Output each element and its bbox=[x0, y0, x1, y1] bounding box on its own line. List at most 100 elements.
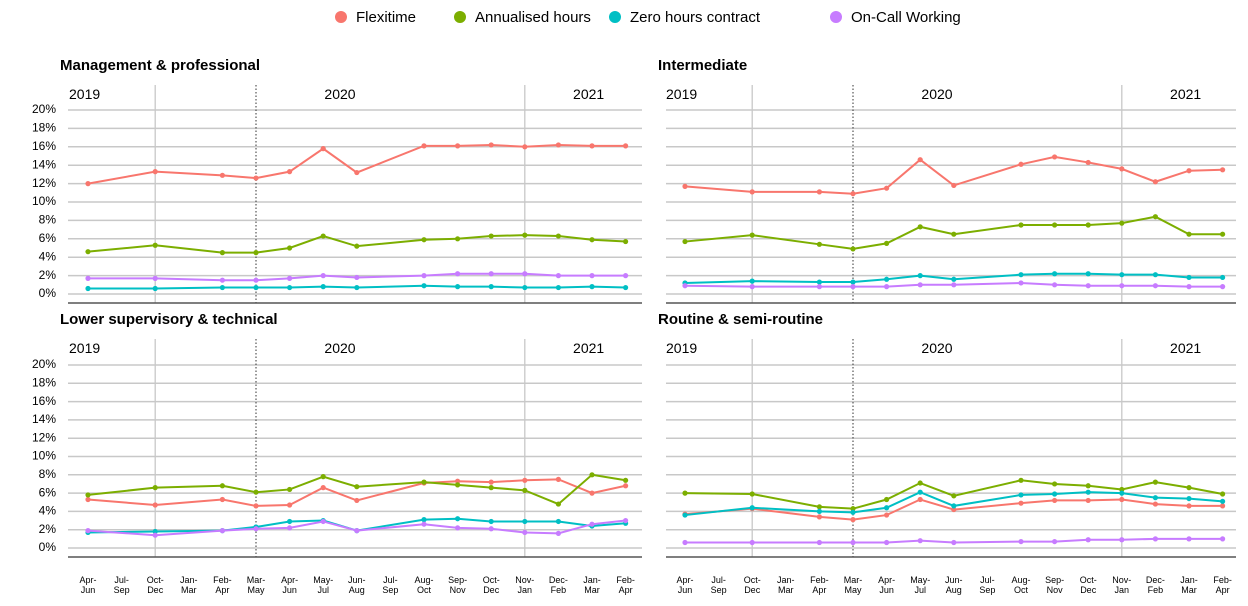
data-point bbox=[555, 518, 562, 525]
panel-title: Intermediate bbox=[658, 57, 747, 74]
data-point bbox=[1119, 272, 1125, 278]
data-point bbox=[884, 505, 890, 511]
data-point bbox=[623, 273, 629, 279]
year-label: 2019 bbox=[69, 340, 100, 356]
data-point bbox=[1186, 231, 1192, 237]
year-label: 2020 bbox=[921, 86, 952, 102]
data-point bbox=[682, 183, 688, 189]
data-point bbox=[1018, 161, 1024, 167]
year-label: 2021 bbox=[573, 86, 604, 102]
x-tick-label: Feb-Apr bbox=[616, 575, 635, 595]
legend-swatch bbox=[609, 11, 621, 23]
data-point bbox=[1119, 220, 1125, 226]
data-point bbox=[1085, 283, 1091, 289]
data-point bbox=[287, 284, 293, 291]
data-point bbox=[287, 518, 293, 525]
y-tick-label: 8% bbox=[39, 213, 57, 227]
data-point bbox=[951, 493, 957, 499]
y-tick-label: 4% bbox=[39, 504, 57, 518]
series-line bbox=[88, 284, 626, 290]
y-tick-label: 20% bbox=[32, 102, 56, 116]
data-point bbox=[555, 273, 562, 279]
year-label: 2020 bbox=[921, 340, 952, 356]
data-point bbox=[816, 504, 823, 510]
data-point bbox=[682, 539, 688, 546]
data-point bbox=[917, 224, 923, 230]
y-tick-label: 18% bbox=[32, 375, 56, 389]
data-point bbox=[488, 526, 494, 532]
data-point bbox=[951, 503, 957, 509]
data-point bbox=[1052, 282, 1058, 288]
data-point bbox=[1186, 485, 1192, 491]
data-point bbox=[1052, 222, 1058, 228]
data-point bbox=[522, 518, 528, 525]
data-point bbox=[152, 285, 158, 292]
x-tick-label: May-Jul bbox=[910, 575, 930, 595]
panel-title: Routine & semi-routine bbox=[658, 311, 823, 328]
data-point bbox=[1220, 503, 1226, 509]
data-point bbox=[951, 182, 957, 189]
data-point bbox=[1085, 489, 1091, 495]
x-tick-label: Aug-Oct bbox=[414, 575, 433, 595]
y-tick-label: 10% bbox=[32, 194, 56, 208]
legend-swatch bbox=[830, 11, 842, 23]
legend-swatch bbox=[335, 11, 347, 23]
x-tick-label: Jun-Aug bbox=[348, 575, 366, 595]
data-point bbox=[884, 276, 890, 282]
data-point bbox=[253, 526, 259, 532]
data-point bbox=[1018, 272, 1024, 278]
data-point bbox=[320, 518, 326, 525]
data-point bbox=[253, 277, 259, 283]
data-point bbox=[589, 284, 595, 290]
data-point bbox=[455, 482, 461, 488]
x-tick-label: Nov-Jan bbox=[1112, 575, 1131, 595]
data-point bbox=[421, 479, 427, 485]
data-point bbox=[1152, 495, 1158, 501]
y-tick-label: 0% bbox=[39, 286, 57, 300]
data-point bbox=[816, 514, 823, 520]
data-point bbox=[917, 157, 923, 163]
data-point bbox=[1018, 500, 1024, 506]
series-line bbox=[684, 498, 1223, 521]
data-point bbox=[816, 539, 823, 546]
series-line bbox=[684, 155, 1223, 195]
data-point bbox=[253, 284, 259, 291]
data-point bbox=[522, 487, 528, 493]
data-point bbox=[219, 496, 225, 503]
data-point bbox=[354, 169, 360, 176]
data-point bbox=[287, 245, 293, 251]
data-point bbox=[1052, 154, 1058, 160]
x-tick-label: Jul-Sep bbox=[382, 575, 398, 595]
data-point bbox=[488, 271, 494, 277]
data-point bbox=[1220, 536, 1226, 542]
data-point bbox=[85, 249, 91, 255]
data-point bbox=[1052, 538, 1058, 545]
data-point bbox=[1018, 492, 1024, 498]
data-point bbox=[1186, 168, 1192, 174]
x-tick-label: Dec-Feb bbox=[549, 575, 568, 595]
data-point bbox=[287, 525, 293, 531]
data-point bbox=[589, 490, 595, 496]
data-point bbox=[354, 284, 360, 291]
data-point bbox=[85, 275, 91, 281]
y-tick-label: 8% bbox=[39, 467, 57, 481]
data-point bbox=[816, 189, 823, 195]
data-point bbox=[623, 238, 629, 245]
data-point bbox=[850, 509, 856, 515]
data-point bbox=[816, 284, 823, 290]
data-point bbox=[682, 512, 688, 518]
data-point bbox=[1186, 536, 1192, 542]
data-point bbox=[354, 243, 360, 249]
data-point bbox=[253, 503, 259, 509]
data-point bbox=[219, 277, 225, 283]
data-point bbox=[354, 484, 360, 490]
data-point bbox=[1152, 179, 1158, 185]
data-point bbox=[1186, 503, 1192, 509]
data-point bbox=[816, 279, 823, 285]
data-point bbox=[1119, 496, 1125, 503]
x-tick-label: Oct-Dec bbox=[483, 575, 500, 595]
data-point bbox=[85, 285, 91, 292]
panel-title: Management & professional bbox=[60, 57, 260, 74]
data-point bbox=[1220, 231, 1226, 237]
data-point bbox=[287, 502, 293, 508]
